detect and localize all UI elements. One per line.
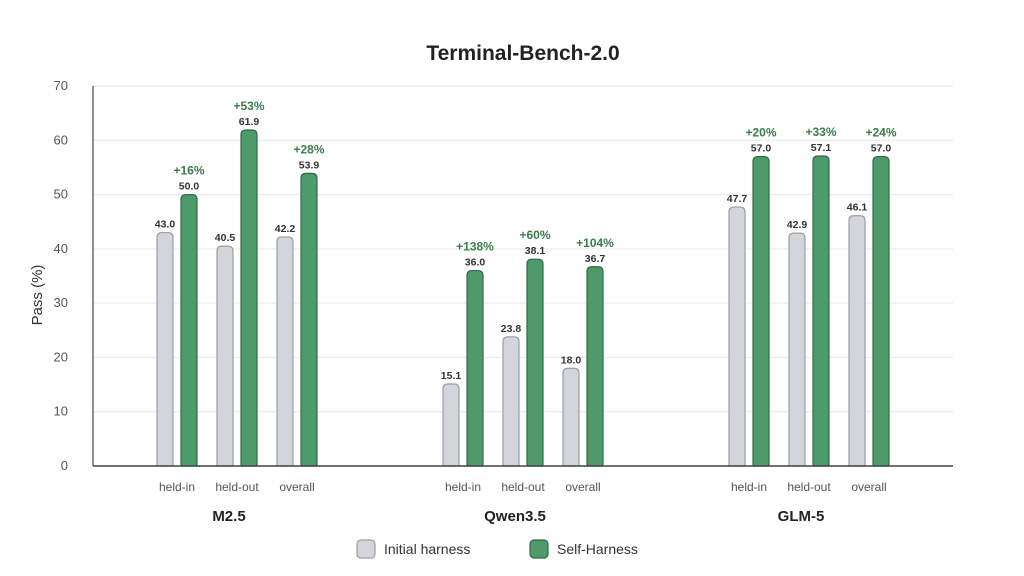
value-label-self: 57.0: [871, 143, 892, 155]
x-category-label: held-out: [215, 480, 259, 494]
x-category-label: overall: [279, 480, 314, 494]
gain-label: +138%: [456, 240, 494, 254]
y-tick-label: 50: [54, 187, 68, 202]
value-label-initial: 40.5: [215, 232, 236, 244]
x-category-label: overall: [565, 480, 600, 494]
bar-initial-harness: [788, 232, 806, 467]
bar-initial-harness: [562, 367, 580, 467]
legend-self-harness-label: Self-Harness: [557, 541, 638, 557]
group-label: Qwen3.5: [484, 508, 546, 525]
bar-self-harness: [752, 155, 770, 467]
value-label-self: 57.1: [811, 142, 832, 154]
y-tick-label: 20: [54, 349, 68, 364]
bar-initial-harness: [216, 245, 234, 467]
gain-label: +20%: [745, 126, 776, 140]
x-category-label: held-out: [787, 480, 831, 494]
bar-initial-harness: [848, 215, 866, 467]
x-category-label: overall: [851, 480, 886, 494]
x-category-label: held-in: [445, 480, 481, 494]
gridlines: [93, 85, 953, 413]
gain-label: +104%: [576, 236, 614, 250]
value-label-initial: 18.0: [561, 354, 582, 366]
gain-label: +60%: [519, 228, 550, 242]
value-label-initial: 42.9: [787, 219, 808, 231]
x-category-label: held-out: [501, 480, 545, 494]
bar-self-harness: [872, 155, 890, 467]
bar-initial-harness: [502, 336, 520, 467]
value-label-self: 50.0: [179, 181, 200, 193]
bar-initial-harness: [442, 383, 460, 467]
legend: Initial harness Self-Harness: [356, 539, 638, 559]
y-tick-label: 60: [54, 132, 68, 147]
bars: [156, 129, 890, 467]
gain-label: +28%: [293, 142, 324, 156]
bar-self-harness: [526, 258, 544, 467]
legend-initial-harness-label: Initial harness: [384, 541, 470, 557]
x-category-label: held-in: [731, 480, 767, 494]
x-category-label: held-in: [159, 480, 195, 494]
y-tick-label: 30: [54, 295, 68, 310]
value-label-initial: 15.1: [441, 370, 462, 382]
value-label-initial: 43.0: [155, 219, 176, 231]
bar-self-harness: [586, 266, 604, 467]
value-label-self: 36.0: [465, 257, 486, 269]
value-label-self: 57.0: [751, 143, 772, 155]
value-label-initial: 42.2: [275, 223, 296, 235]
y-axis: 0 10 20 30 40 50 60 70: [54, 78, 94, 473]
group-label: GLM-5: [778, 508, 825, 525]
chart-title: Terminal-Bench-2.0: [426, 42, 619, 65]
y-tick-label: 40: [54, 241, 68, 256]
y-axis-label: Pass (%): [29, 265, 46, 326]
bar-self-harness: [240, 129, 258, 467]
group-label: M2.5: [212, 508, 245, 525]
bar-self-harness: [300, 172, 318, 467]
data-labels: 43.0 50.0 +16% 40.5 61.9 +53% 42.2 53.9 +28% 15.1…: [155, 99, 897, 382]
gain-label: +53%: [233, 99, 264, 113]
value-label-self: 36.7: [585, 253, 606, 265]
legend-self-harness-swatch: [529, 539, 549, 559]
value-label-self: 38.1: [525, 245, 546, 257]
bar-self-harness: [812, 155, 830, 467]
y-tick-label: 0: [61, 458, 68, 473]
value-label-self: 53.9: [299, 159, 320, 171]
value-label-self: 61.9: [239, 116, 260, 128]
y-tick-label: 70: [54, 78, 68, 93]
value-label-initial: 46.1: [847, 202, 868, 214]
bar-self-harness: [180, 193, 198, 467]
value-label-initial: 47.7: [727, 193, 748, 205]
bar-self-harness: [466, 269, 484, 467]
bar-initial-harness: [728, 206, 746, 467]
value-label-initial: 23.8: [501, 323, 522, 335]
bar-initial-harness: [276, 236, 294, 467]
y-tick-label: 10: [54, 404, 68, 419]
x-axis: held-in held-out overall M2.5 held-in held-ou…: [93, 465, 953, 525]
gain-label: +24%: [865, 126, 896, 140]
bar-initial-harness: [156, 231, 174, 467]
gain-label: +16%: [173, 164, 204, 178]
legend-initial-harness-swatch: [356, 539, 376, 559]
gain-label: +33%: [805, 125, 836, 139]
